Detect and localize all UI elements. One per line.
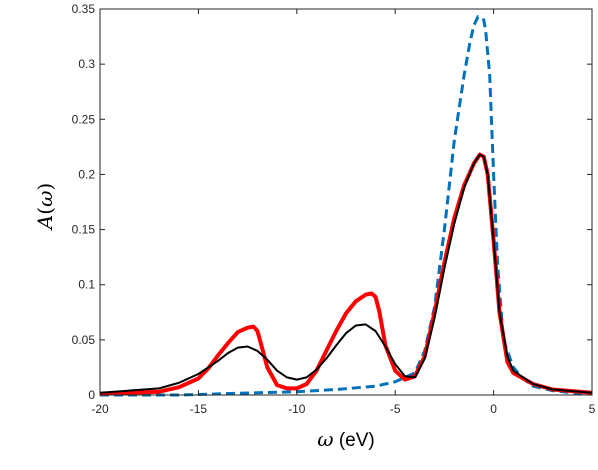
y-tick-label: 0.1 <box>78 278 95 292</box>
y-axis-label: A(ω) <box>33 183 57 231</box>
series-layer <box>99 15 593 397</box>
axes-layer <box>99 8 593 396</box>
x-tick-label: -5 <box>390 402 401 416</box>
y-tick-label: 0.3 <box>78 57 95 71</box>
y-tick-label: 0 <box>88 388 95 402</box>
x-tick-label: 0 <box>490 402 497 416</box>
x-tick-label: -10 <box>288 402 306 416</box>
axes-frame <box>99 8 593 396</box>
series-line-1 <box>100 15 593 397</box>
y-tick-label: 0.35 <box>72 2 96 16</box>
x-tick-label: -15 <box>190 402 208 416</box>
plot-background <box>100 9 592 395</box>
x-tick-label: -20 <box>91 402 109 416</box>
y-tick-label: 0.05 <box>72 333 96 347</box>
x-axis-label: ω (eV) <box>317 427 375 451</box>
plot-area <box>100 9 592 395</box>
series-line-3 <box>99 153 593 394</box>
y-tick-label: 0.15 <box>72 223 96 237</box>
y-tick-label: 0.25 <box>72 112 96 126</box>
ticks-layer: -20 -15 -10 -5 0 5 0 0.05 0.1 0.15 0.2 0.25 0.3 0.35 <box>72 2 596 416</box>
x-tick-label: 5 <box>589 402 596 416</box>
y-tick-label: 0.2 <box>78 167 95 181</box>
